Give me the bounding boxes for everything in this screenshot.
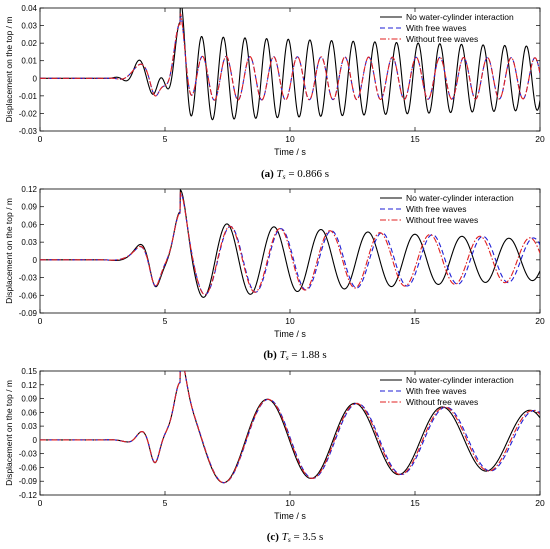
series-line-3 <box>40 13 540 101</box>
legend-label: With free waves <box>406 204 466 214</box>
series-line-3 <box>40 191 540 296</box>
y-tick-label: 0 <box>33 256 38 265</box>
y-tick-label: 0.06 <box>21 408 37 417</box>
y-tick-label: 0.12 <box>21 381 37 390</box>
x-tick-label: 15 <box>410 134 420 144</box>
x-tick-label: 0 <box>38 498 43 508</box>
x-tick-label: 10 <box>285 316 295 326</box>
chart-panel-1: 0 5 10 15 20 -0.03 -0.02 -0.01 0 0.01 0.02 0.03 0.04… <box>4 4 545 181</box>
y-tick-label: 0.09 <box>21 395 37 404</box>
y-tick-label: 0.06 <box>21 220 37 229</box>
x-axis-label: Time / s <box>274 147 306 157</box>
x-tick-label: 0 <box>38 316 43 326</box>
y-tick-label: 0.09 <box>21 203 37 212</box>
y-tick-label: 0.03 <box>21 22 37 31</box>
legend-label: No water-cylinder interaction <box>406 193 514 203</box>
y-axis-label: Displacement on the top / m <box>4 380 14 486</box>
panel-caption: (a) Ts = 0.866 s <box>261 168 329 181</box>
y-tick-label: -0.01 <box>19 92 38 101</box>
y-tick-label: -0.06 <box>19 463 38 472</box>
x-tick-label: 5 <box>163 134 168 144</box>
x-tick-label: 5 <box>163 316 168 326</box>
y-tick-label: -0.06 <box>19 291 38 300</box>
legend-label: Without free waves <box>406 34 478 44</box>
x-tick-label: 0 <box>38 134 43 144</box>
series-line-1 <box>40 8 540 121</box>
legend-label: Without free waves <box>406 397 478 407</box>
x-tick-label: 10 <box>285 134 295 144</box>
series-line-3 <box>40 371 540 484</box>
y-tick-label: -0.12 <box>19 491 38 500</box>
x-tick-label: 10 <box>285 498 295 508</box>
y-tick-label: 0.15 <box>21 367 37 376</box>
legend-label: Without free waves <box>406 215 478 225</box>
y-axis-label: Displacement on the top / m <box>4 17 14 123</box>
x-axis-label: Time / s <box>274 329 306 339</box>
panel-caption: (c) Ts = 3.5 s <box>267 531 324 544</box>
x-tick-label: 20 <box>535 498 545 508</box>
x-tick-label: 20 <box>535 316 545 326</box>
legend-label: No water-cylinder interaction <box>406 12 514 22</box>
legend-label: With free waves <box>406 23 466 33</box>
y-tick-label: 0.03 <box>21 422 37 431</box>
y-tick-label: 0.02 <box>21 39 37 48</box>
y-tick-label: 0.01 <box>21 57 37 66</box>
y-tick-label: -0.03 <box>19 274 38 283</box>
y-tick-label: 0 <box>33 436 38 445</box>
y-tick-label: -0.09 <box>19 477 38 486</box>
series-line-1 <box>40 189 540 298</box>
x-tick-label: 15 <box>410 316 420 326</box>
y-tick-label: 0.12 <box>21 185 37 194</box>
y-tick-label: 0 <box>33 74 38 83</box>
y-tick-label: 0.03 <box>21 238 37 247</box>
y-tick-label: -0.03 <box>19 450 38 459</box>
x-tick-label: 15 <box>410 498 420 508</box>
chart-panel-2: 0 5 10 15 20 -0.09 -0.06 -0.03 0 0.03 0.06 0.09 0.12… <box>4 185 545 362</box>
y-tick-label: -0.03 <box>19 127 38 136</box>
legend-label: No water-cylinder interaction <box>406 375 514 385</box>
y-tick-label: -0.09 <box>19 309 38 318</box>
x-tick-label: 5 <box>163 498 168 508</box>
legend-label: With free waves <box>406 386 466 396</box>
x-tick-label: 20 <box>535 134 545 144</box>
x-axis-label: Time / s <box>274 511 306 521</box>
chart-panel-3: 0 5 10 15 20 -0.12 -0.09 -0.06 -0.03 0 0.03 0.06 0.0… <box>4 367 545 544</box>
y-tick-label: 0.04 <box>21 4 37 13</box>
panel-caption: (b) Ts = 1.88 s <box>263 349 326 362</box>
y-tick-label: -0.02 <box>19 109 38 118</box>
y-axis-label: Displacement on the top / m <box>4 198 14 304</box>
